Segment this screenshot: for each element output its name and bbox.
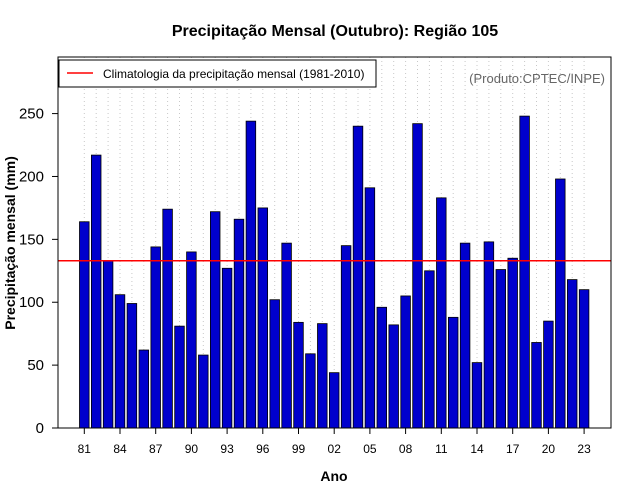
legend-label: Climatologia da precipitação mensal (198… [103, 67, 364, 81]
bar-81 [79, 221, 90, 429]
bar-20 [543, 320, 554, 429]
bar-89 [174, 325, 185, 429]
x-tick-label: 14 [470, 442, 484, 456]
bar-95 [245, 120, 257, 429]
bar-86 [138, 349, 150, 429]
bar-19 [531, 342, 542, 429]
bar-01 [317, 323, 328, 429]
x-tick-label: 05 [363, 442, 377, 456]
bar-13 [459, 242, 471, 429]
x-tick-label: 93 [220, 442, 234, 456]
y-axis: 0 50 100 150 200 250 [19, 106, 58, 437]
x-tick-label: 96 [256, 442, 270, 456]
y-tick-label: 50 [27, 357, 44, 374]
bar-22 [567, 279, 578, 429]
bar-15 [483, 241, 495, 429]
bar-92 [209, 211, 221, 429]
x-tick-label: 99 [292, 442, 306, 456]
bar-87 [150, 246, 161, 429]
x-tick-label: 81 [78, 442, 92, 456]
bars [79, 115, 590, 429]
legend-box [58, 59, 377, 88]
bar-96 [257, 207, 269, 429]
x-tick-label: 90 [185, 442, 199, 456]
bar-16 [495, 269, 507, 429]
bar-12 [447, 316, 459, 429]
bar-08 [400, 295, 411, 429]
bar-98 [281, 242, 292, 429]
x-tick-label: 02 [328, 442, 342, 456]
bar-97 [269, 299, 280, 429]
bar-10 [424, 270, 435, 429]
bar-11 [436, 197, 447, 429]
x-axis-label: Ano [320, 468, 347, 484]
chart-title: Precipitação Mensal (Outubro): Região 10… [172, 23, 498, 40]
y-tick-label: 250 [19, 106, 44, 123]
bar-00 [305, 353, 316, 429]
bar-99 [293, 321, 304, 429]
bar-07 [388, 324, 399, 429]
legend: Climatologia da precipitação mensal (198… [58, 59, 377, 88]
bar-17 [507, 257, 518, 429]
x-tick-label: 20 [542, 442, 556, 456]
bar-14 [471, 362, 483, 429]
bar-90 [186, 251, 197, 429]
bar-82 [91, 154, 102, 429]
bar-85 [126, 303, 138, 429]
bar-04 [352, 125, 364, 429]
x-tick-label: 11 [435, 442, 448, 456]
x-tick-label: 17 [506, 442, 520, 456]
y-axis-label: Precipitação mensal (mm) [2, 156, 18, 330]
bar-06 [376, 306, 388, 429]
x-tick-label: 84 [113, 442, 127, 456]
bar-23 [578, 289, 590, 429]
bar-93 [221, 267, 233, 429]
y-tick-label: 200 [19, 168, 44, 185]
y-tick-label: 100 [19, 294, 44, 311]
bar-18 [519, 115, 530, 429]
product-credit: (Produto:CPTEC/INPE) [469, 71, 605, 86]
bar-91 [198, 354, 209, 429]
bar-88 [162, 208, 173, 429]
x-tick-label: 23 [577, 442, 591, 456]
bar-02 [328, 372, 340, 429]
bar-84 [114, 294, 126, 429]
y-tick-label: 0 [36, 420, 44, 437]
x-tick-label: 08 [399, 442, 413, 456]
bar-09 [412, 123, 423, 429]
x-axis: 81 84 87 90 93 96 99 02 05 08 11 14 17 20 23 [78, 428, 591, 456]
bar-83 [102, 260, 114, 429]
y-tick-label: 150 [19, 231, 44, 248]
bar-05 [364, 187, 376, 429]
x-tick-label: 87 [149, 442, 163, 456]
bar-94 [233, 218, 245, 429]
bar-21 [555, 178, 566, 429]
bar-03 [340, 245, 352, 429]
